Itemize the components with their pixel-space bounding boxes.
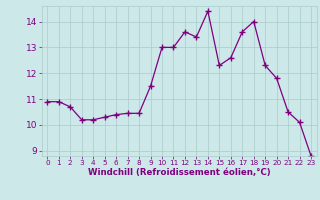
X-axis label: Windchill (Refroidissement éolien,°C): Windchill (Refroidissement éolien,°C) [88, 168, 270, 177]
